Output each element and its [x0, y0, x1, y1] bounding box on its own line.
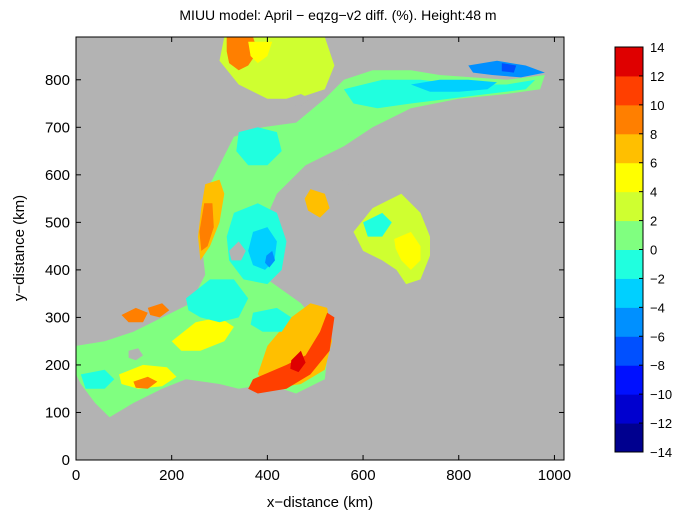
- colorbar-tick-label: −10: [650, 387, 672, 402]
- y-tick-label: 600: [45, 167, 70, 184]
- x-tick-label: 0: [72, 467, 80, 484]
- y-tick-label: 500: [45, 214, 70, 231]
- region-north-tip-warm: [248, 41, 273, 64]
- colorbar-tick-label: −2: [650, 271, 665, 286]
- plot-area: 0 200 400 600 800 1000 0 100 200 300 400 500 600 700…: [45, 36, 571, 484]
- y-tick-label: 700: [45, 119, 70, 136]
- colorbar: 14 12 10 8 6 4 2 0 −2 −4 −6 −8 −10 −12 −14: [614, 40, 672, 460]
- colorbar-tick-label: −12: [650, 416, 672, 431]
- colorbar-segment: [615, 220, 643, 250]
- region-south-east-core: [290, 350, 306, 373]
- colorbar-tick-label: −8: [650, 358, 665, 373]
- colorbar-tick-label: −6: [650, 329, 665, 344]
- x-axis-ticks: 0 200 400 600 800 1000: [72, 37, 571, 484]
- x-tick-label: 400: [255, 467, 280, 484]
- colorbar-tick-label: 14: [650, 40, 664, 55]
- contour-regions: [76, 37, 545, 418]
- colorbar-tick-label: −4: [650, 300, 665, 315]
- x-tick-label: 1000: [538, 467, 571, 484]
- y-axis-label: y−distance (km): [11, 195, 28, 301]
- region-south-cool-2: [250, 307, 292, 332]
- colorbar-tick-label: −14: [650, 445, 672, 460]
- colorbar-segment: [615, 47, 643, 77]
- region-south-coast-warm: [171, 317, 234, 351]
- colorbar-tick-label: 4: [650, 185, 657, 200]
- land-background: [76, 37, 564, 460]
- colorbar-segment: [615, 249, 643, 279]
- region-land-island-d: [334, 179, 352, 194]
- colorbar-segment: [615, 133, 643, 164]
- region-east-bay-cool: [363, 212, 392, 237]
- region-east-bay-warm: [394, 231, 421, 270]
- colorbar-tick-label: 2: [650, 214, 657, 229]
- region-sw-small-hot: [121, 307, 148, 323]
- region-land-island-a: [229, 241, 246, 261]
- region-gulf-cooler: [410, 79, 497, 92]
- colorbar-segment: [615, 336, 643, 366]
- region-land-north-island: [286, 94, 311, 106]
- colorbar-tick-label: 0: [650, 243, 657, 258]
- x-tick-label: 800: [446, 467, 471, 484]
- region-sw-cool: [80, 369, 115, 389]
- colorbar-segment: [615, 162, 643, 193]
- region-nw-cool: [236, 127, 282, 166]
- region-center-warm: [304, 189, 330, 218]
- y-tick-label: 400: [45, 262, 70, 279]
- colorbar-tick-label: 6: [650, 156, 657, 171]
- y-tick-label: 100: [45, 404, 70, 421]
- region-sw-small-hot-2: [147, 303, 170, 318]
- y-tick-label: 200: [45, 357, 70, 374]
- colorbar-segment: [615, 278, 643, 308]
- y-axis-ticks: 0 100 200 300 400 500 600 700 800: [45, 72, 564, 469]
- region-land-island-c: [363, 151, 385, 168]
- colorbar-segment: [615, 307, 643, 337]
- region-south-cool: [186, 279, 249, 323]
- colorbar-tick-label: 8: [650, 127, 657, 142]
- plot-frame: [75, 36, 565, 461]
- colorbar-segment: [615, 191, 643, 222]
- colorbar-segment: [615, 365, 643, 395]
- region-west-coast-hot: [199, 203, 214, 251]
- colorbar-tick-label: 10: [650, 98, 664, 113]
- x-tick-label: 200: [159, 467, 184, 484]
- region-gulf-tip-colder: [501, 63, 517, 73]
- colorbar-tick-label: 12: [650, 69, 664, 84]
- region-south-west-hot: [133, 376, 158, 389]
- region-center-coolest: [265, 250, 275, 268]
- y-tick-label: 0: [62, 452, 70, 469]
- y-tick-label: 300: [45, 309, 70, 326]
- colorbar-segment: [615, 394, 643, 424]
- region-land-island-b: [128, 348, 143, 361]
- x-tick-label: 600: [351, 467, 376, 484]
- colorbar-segment: [615, 104, 643, 135]
- chart-title: MIUU model: April − eqzg−v2 diff. (%). H…: [179, 7, 496, 23]
- region-south-east-hot: [248, 312, 335, 394]
- y-tick-label: 800: [45, 72, 70, 89]
- colorbar-segment: [615, 423, 643, 453]
- x-axis-label: x−distance (km): [267, 494, 373, 511]
- colorbar-segment: [615, 75, 643, 106]
